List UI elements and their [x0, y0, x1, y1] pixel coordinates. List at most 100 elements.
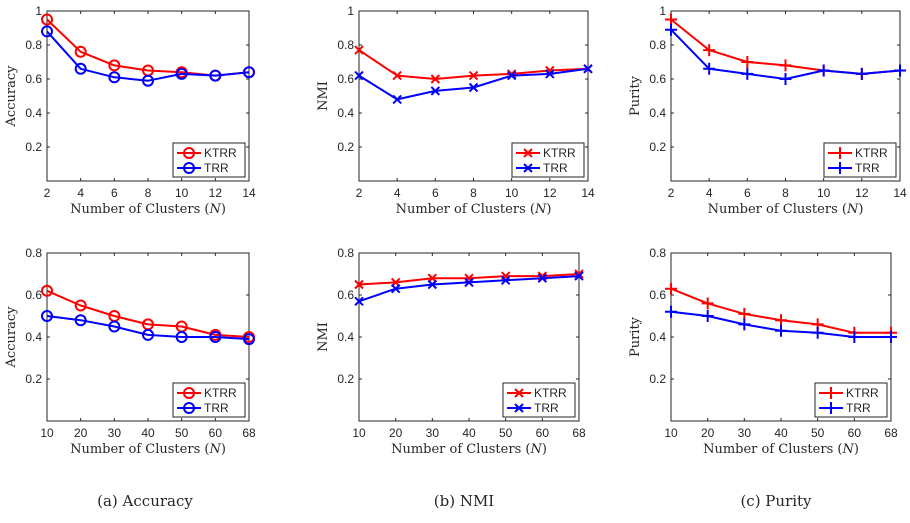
data-point [430, 86, 441, 96]
series-ktrr [354, 45, 593, 84]
y-axis-label: Purity [628, 316, 643, 357]
data-point [738, 307, 751, 320]
x-tick-label: 12 [209, 186, 223, 200]
data-point [665, 282, 677, 295]
y-tick-label: 0.2 [649, 372, 666, 386]
series-ktrr [665, 13, 906, 80]
x-axis-label: Number of Clusters (N) [703, 442, 859, 457]
data-point [545, 69, 555, 79]
y-tick-label: 0.8 [25, 38, 42, 52]
chart-nmi-bot: 10 20 30 40 50 60 68 0.2 0.4 0.6 0.8 Number of Clus… [316, 246, 586, 457]
series-trr [665, 23, 906, 85]
y-tick-label: 0.6 [337, 288, 354, 302]
legend-label: TRR [543, 161, 568, 175]
x-axis-label: Number of Clusters (N) [396, 202, 552, 217]
x-tick-label: 10 [175, 186, 189, 200]
y-tick-label: 0.2 [337, 372, 354, 386]
data-point [703, 44, 716, 57]
x-tick-label: 40 [141, 426, 155, 440]
data-point [811, 326, 824, 339]
y-tick-label: 0.6 [25, 288, 42, 302]
x-tick-label: 4 [77, 186, 84, 200]
data-point [74, 62, 87, 75]
x-tick-label: 60 [209, 426, 223, 440]
y-tick-label: 0.8 [649, 246, 666, 260]
legend-marker [523, 163, 533, 173]
legend-label: KTRR [543, 146, 576, 160]
x-tick-label: 60 [536, 426, 550, 440]
x-tick-label: 8 [145, 186, 152, 200]
data-point [775, 314, 787, 327]
data-point [41, 25, 53, 38]
legend-label: KTRR [855, 146, 888, 160]
legend-box [511, 142, 585, 178]
x-tick-label: 50 [811, 426, 825, 440]
x-axis-label: Number of Clusters (N) [70, 442, 226, 457]
y-tick-label: 0.6 [649, 288, 666, 302]
x-tick-label: 14 [581, 186, 595, 200]
data-point [468, 70, 479, 81]
legend-label: TRR [204, 401, 229, 415]
x-tick-label: 20 [701, 426, 715, 440]
data-point [74, 45, 87, 58]
legend-label: KTRR [204, 146, 237, 160]
data-point [243, 66, 255, 79]
x-tick-label: 60 [848, 426, 862, 440]
data-point [775, 324, 787, 337]
caption-nmi: (b) NMI [434, 492, 495, 510]
legend-marker [825, 402, 837, 414]
x-axis-label: Number of Clusters (N) [70, 202, 226, 217]
legend-marker [834, 162, 846, 174]
series-trr [354, 64, 593, 105]
data-point [464, 277, 474, 288]
x-tick-label: 4 [706, 186, 713, 200]
chart-acc-bot: 10 20 30 40 50 60 68 0.2 0.4 0.6 0.8 Number of Clus… [4, 246, 256, 457]
caption-accuracy: (a) Accuracy [97, 492, 193, 510]
x-tick-label: 68 [242, 426, 256, 440]
data-point [738, 318, 751, 331]
data-point [209, 331, 222, 343]
x-tick-label: 4 [394, 186, 401, 200]
x-tick-label: 50 [499, 426, 513, 440]
y-tick-label: 0.4 [25, 106, 42, 120]
data-point [354, 70, 364, 81]
y-tick-label: 1 [347, 4, 354, 18]
y-tick-label: 0.8 [25, 246, 42, 260]
x-tick-label: 14 [893, 186, 907, 200]
legend-label: TRR [855, 161, 880, 175]
data-point [142, 74, 154, 87]
legend-marker [183, 387, 195, 399]
data-point [390, 283, 401, 294]
data-point [392, 94, 402, 105]
legend-label: TRR [204, 161, 229, 175]
y-tick-label: 0.4 [25, 330, 42, 344]
legend-marker [825, 387, 837, 399]
legend-label: KTRR [846, 386, 879, 400]
y-tick-label: 0.4 [649, 330, 666, 344]
series-line [46, 30, 250, 82]
data-point [108, 59, 121, 72]
x-tick-label: 30 [738, 426, 752, 440]
data-point [243, 333, 255, 346]
data-point [741, 67, 754, 80]
data-point [741, 56, 754, 68]
data-point [468, 82, 479, 93]
data-point [701, 297, 714, 310]
legend-label: KTRR [204, 386, 237, 400]
legend-marker [523, 148, 533, 158]
x-tick-label: 2 [668, 186, 675, 200]
data-point [500, 275, 511, 286]
data-point [885, 331, 897, 343]
legend-marker [834, 147, 846, 159]
x-tick-label: 6 [432, 186, 439, 200]
series-trr [354, 271, 584, 307]
x-tick-label: 10 [817, 186, 831, 200]
x-tick-label: 14 [242, 186, 256, 200]
x-tick-label: 68 [884, 426, 898, 440]
